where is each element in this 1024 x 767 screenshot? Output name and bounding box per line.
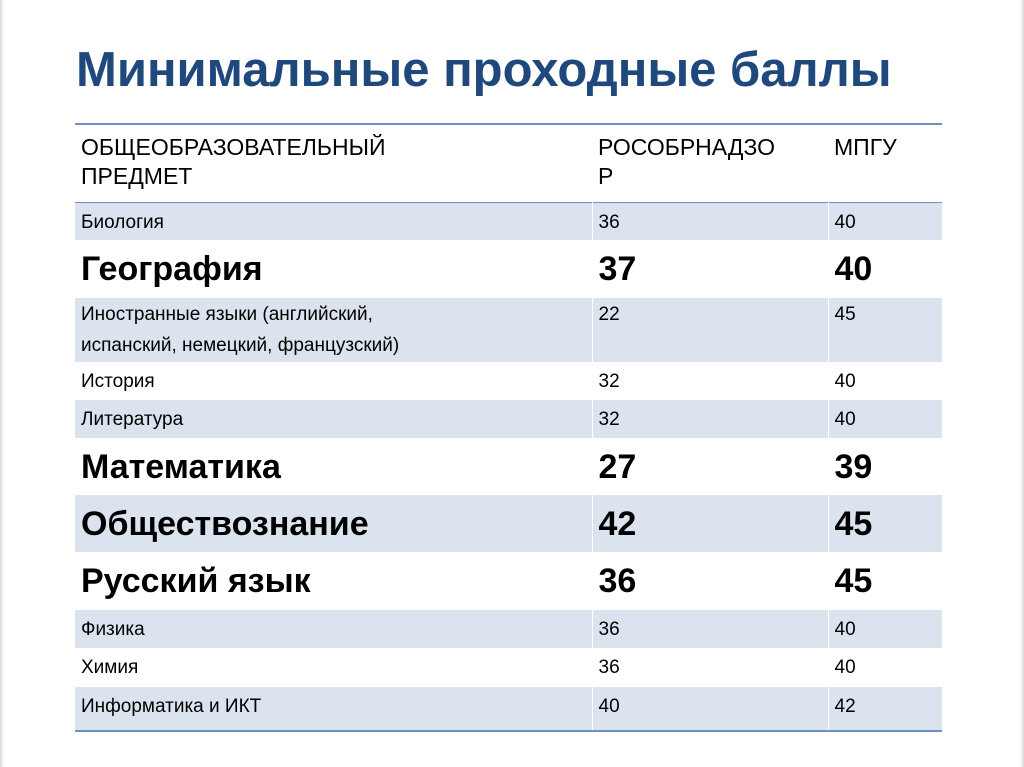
mpgu-score-cell: 40 — [827, 202, 942, 240]
slide-left-edge — [0, 0, 4, 767]
rosobrnadzor-score-cell: 40 — [591, 687, 828, 731]
mpgu-score-cell: 40 — [827, 648, 942, 687]
table-row-social-studies: Обществознание 42 45 — [75, 495, 942, 552]
rosobrnadzor-score-cell: 27 — [591, 438, 828, 495]
subject-cell: Биология — [75, 202, 592, 240]
table-row-literature: Литература 32 40 — [75, 400, 942, 438]
subject-cell: Обществознание — [75, 495, 592, 552]
table-row-russian-language: Русский язык 36 45 — [75, 552, 942, 610]
table-row-biology: Биология 36 40 — [75, 202, 942, 240]
slide-right-edge — [1020, 0, 1024, 767]
table-row-chemistry: Химия 36 40 — [75, 648, 942, 687]
subject-cell: Иностранные языки (английский, испанский,… — [75, 298, 592, 362]
subject-cell: Физика — [75, 610, 592, 648]
mpgu-score-cell: 45 — [827, 552, 942, 610]
mpgu-score-cell: 40 — [827, 610, 942, 648]
subject-cell: География — [81, 250, 263, 288]
rosobrnadzor-score-cell: 36 — [591, 610, 828, 648]
subject-cell: Литература — [75, 400, 592, 438]
rosobrnadzor-score-cell: 36 — [591, 202, 828, 240]
subject-cell: Информатика и ИКТ — [75, 687, 592, 731]
table-row-history: История 32 40 — [75, 362, 942, 400]
subject-cell: Химия — [81, 657, 139, 678]
subject-cell: История — [81, 371, 155, 392]
table-row-foreign-languages: Иностранные языки (английский, испанский,… — [75, 298, 942, 362]
mpgu-score-cell: 45 — [827, 298, 942, 362]
subject-cell: Русский язык — [81, 562, 311, 600]
mpgu-score-cell: 45 — [827, 495, 942, 552]
rosobrnadzor-score-cell: 36 — [591, 648, 828, 687]
column-header-mpgu: МПГУ — [834, 134, 897, 160]
column-header-rosobrnadzor: РОСОБРНАДЗО Р — [598, 134, 775, 189]
table-row-geography: География 37 40 — [75, 240, 942, 298]
rosobrnadzor-score-cell: 22 — [591, 298, 828, 362]
passing-scores-table: ОБЩЕОБРАЗОВАТЕЛЬНЫЙ ПРЕДМЕТ РОСОБРНАДЗО Р … — [75, 123, 942, 732]
slide-title: Минимальные проходные баллы — [76, 43, 892, 97]
rosobrnadzor-score-cell: 32 — [591, 362, 828, 400]
table-header-row: ОБЩЕОБРАЗОВАТЕЛЬНЫЙ ПРЕДМЕТ РОСОБРНАДЗО Р … — [75, 124, 942, 202]
mpgu-score-cell: 40 — [827, 240, 942, 298]
mpgu-score-cell: 40 — [827, 400, 942, 438]
rosobrnadzor-score-cell: 42 — [591, 495, 828, 552]
rosobrnadzor-score-cell: 32 — [591, 400, 828, 438]
table-row-informatics: Информатика и ИКТ 40 42 — [75, 687, 942, 731]
column-header-subject: ОБЩЕОБРАЗОВАТЕЛЬНЫЙ ПРЕДМЕТ — [81, 134, 386, 189]
subject-cell: Математика — [81, 448, 281, 486]
mpgu-score-cell: 42 — [827, 687, 942, 731]
rosobrnadzor-score-cell: 37 — [591, 240, 828, 298]
table-row-physics: Физика 36 40 — [75, 610, 942, 648]
mpgu-score-cell: 39 — [827, 438, 942, 495]
table-row-mathematics: Математика 27 39 — [75, 438, 942, 495]
rosobrnadzor-score-cell: 36 — [591, 552, 828, 610]
mpgu-score-cell: 40 — [827, 362, 942, 400]
